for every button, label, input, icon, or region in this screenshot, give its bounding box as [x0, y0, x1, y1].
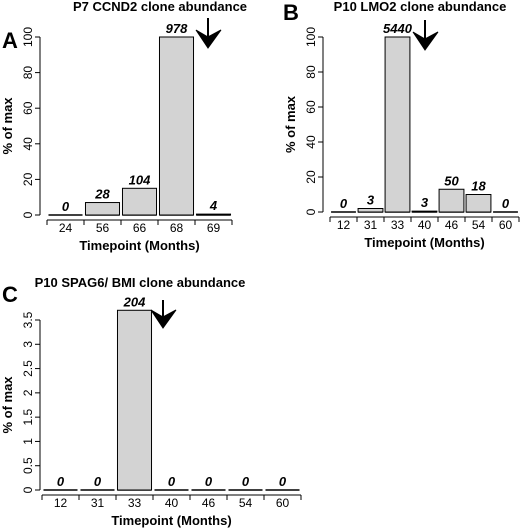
x-tick-label: 40: [418, 218, 432, 232]
y-tick-label: 100: [304, 27, 318, 47]
y-tick-label: 2.5: [21, 360, 35, 377]
arrow: [412, 20, 439, 51]
x-tick-label: 60: [276, 496, 290, 510]
count-label: 3: [367, 193, 375, 208]
x-tick-label: 60: [499, 218, 513, 232]
y-tick-label: 2: [21, 389, 35, 396]
y-tick-label: 80: [21, 66, 35, 80]
count-label: 204: [123, 294, 146, 309]
panel-label: B: [283, 0, 299, 25]
count-label: 0: [62, 199, 70, 214]
x-tick-label: 56: [96, 221, 110, 235]
bar: [357, 208, 384, 213]
bar: [411, 210, 438, 213]
x-tick-label: 33: [128, 496, 142, 510]
panel-label: A: [2, 28, 18, 53]
bar: [465, 194, 492, 213]
count-label: 28: [94, 187, 110, 202]
y-axis-title: % of max: [0, 97, 15, 155]
y-tick-label: 60: [21, 101, 35, 115]
y-tick-label: 0: [21, 211, 35, 218]
x-axis-title: Timepoint (Months): [111, 513, 231, 528]
count-label: 0: [168, 474, 176, 489]
panel-label: C: [2, 282, 18, 307]
count-label: 104: [129, 172, 151, 187]
y-tick-label: 1: [21, 438, 35, 445]
x-tick-label: 69: [207, 221, 221, 235]
count-label: 50: [444, 173, 459, 188]
y-tick-label: 0.5: [21, 457, 35, 474]
y-tick-label: 100: [21, 27, 35, 47]
y-tick-label: 20: [304, 170, 318, 184]
y-tick-label: 0: [21, 486, 35, 493]
chart-title: P7 CCND2 clone abundance: [73, 0, 247, 14]
chart-title: P10 SPAG6/ BMI clone abundance: [35, 275, 246, 290]
y-tick-label: 40: [21, 137, 35, 151]
count-label: 0: [94, 474, 102, 489]
count-label: 0: [340, 196, 348, 211]
count-label: 4: [209, 198, 218, 213]
x-tick-label: 40: [165, 496, 179, 510]
x-tick-label: 24: [59, 221, 73, 235]
y-tick-label: 1.5: [21, 408, 35, 425]
y-tick-label: 3.5: [21, 311, 35, 328]
x-axis-title: Timepoint (Months): [79, 238, 199, 253]
x-tick-label: 68: [170, 221, 184, 235]
x-tick-label: 54: [239, 496, 253, 510]
bar: [121, 187, 158, 216]
x-tick-label: 33: [391, 218, 405, 232]
bar: [438, 188, 465, 213]
x-tick-label: 46: [202, 496, 216, 510]
x-tick-label: 12: [54, 496, 68, 510]
count-label: 978: [166, 21, 188, 36]
bar: [116, 309, 153, 491]
y-tick-label: 80: [304, 65, 318, 79]
x-tick-label: 46: [445, 218, 459, 232]
x-tick-label: 12: [337, 218, 351, 232]
arrow: [150, 300, 177, 329]
count-label: 18: [471, 179, 486, 194]
count-label: 0: [279, 474, 287, 489]
y-tick-label: 40: [304, 135, 318, 149]
count-label: 3: [421, 195, 429, 210]
bar: [84, 202, 121, 216]
count-label: 0: [502, 196, 510, 211]
bar: [384, 36, 411, 213]
x-axis-title: Timepoint (Months): [364, 235, 484, 250]
y-axis-title: % of max: [283, 95, 298, 153]
x-tick-label: 31: [364, 218, 378, 232]
y-tick-label: 0: [304, 208, 318, 215]
count-label: 0: [242, 474, 250, 489]
y-tick-label: 60: [304, 100, 318, 114]
x-tick-label: 54: [472, 218, 486, 232]
x-tick-label: 31: [91, 496, 105, 510]
y-axis-title: % of max: [0, 376, 15, 434]
bar: [195, 213, 232, 216]
count-label: 5440: [383, 21, 413, 36]
count-label: 0: [57, 474, 65, 489]
y-tick-label: 3: [21, 341, 35, 348]
bar: [158, 36, 195, 216]
x-tick-label: 66: [133, 221, 147, 235]
y-tick-label: 20: [21, 172, 35, 186]
chart-title: P10 LMO2 clone abundance: [334, 0, 507, 14]
count-label: 0: [205, 474, 213, 489]
arrow: [195, 18, 222, 49]
